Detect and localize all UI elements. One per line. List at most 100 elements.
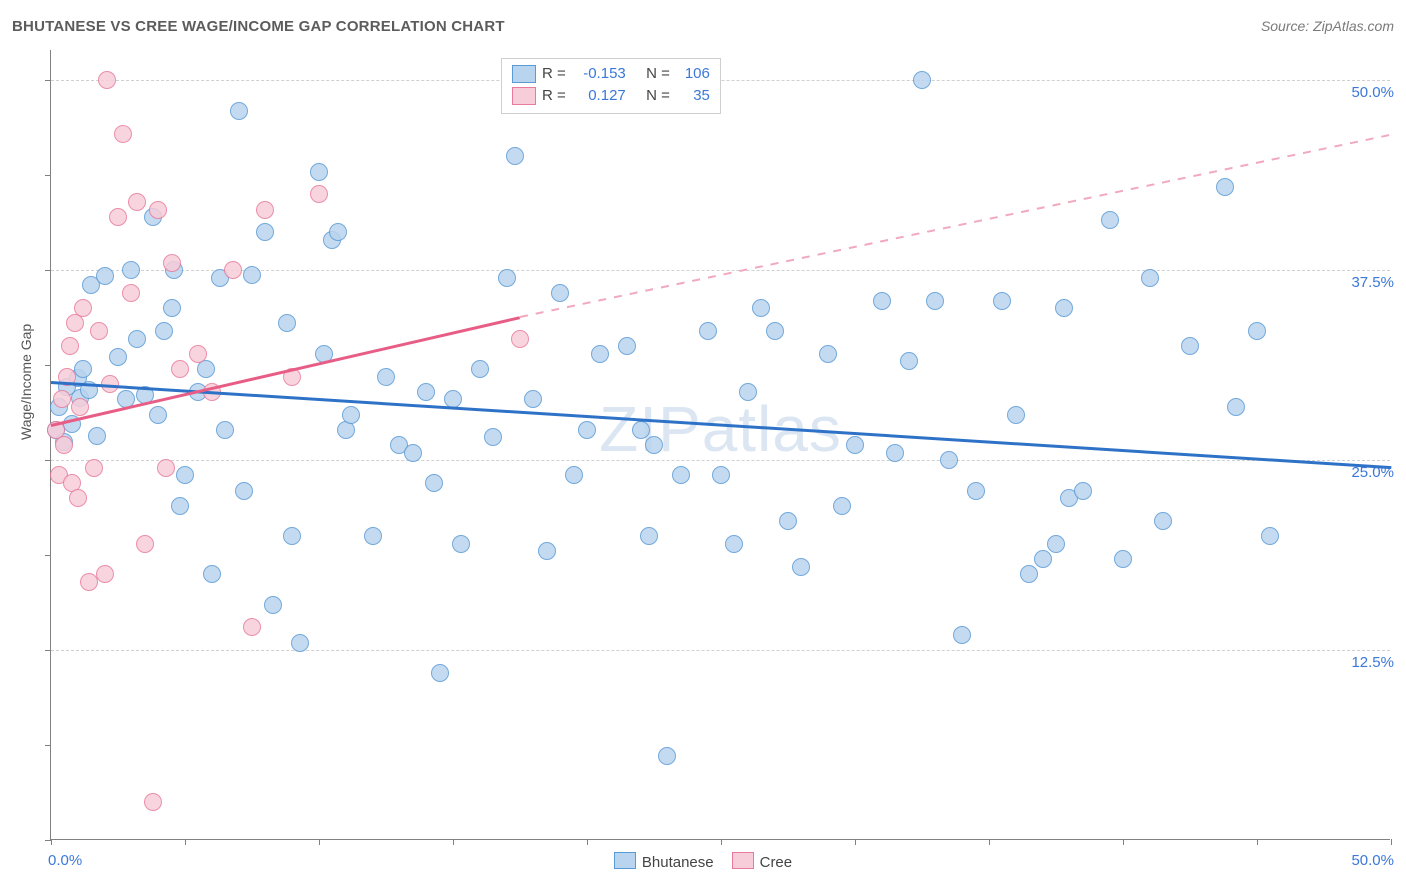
point-cree [74, 299, 92, 317]
point-bhutanese [342, 406, 360, 424]
point-bhutanese [900, 352, 918, 370]
x-tick [185, 839, 186, 845]
point-bhutanese [833, 497, 851, 515]
point-bhutanese [578, 421, 596, 439]
point-bhutanese [993, 292, 1011, 310]
point-bhutanese [1074, 482, 1092, 500]
point-bhutanese [640, 527, 658, 545]
point-bhutanese [846, 436, 864, 454]
point-cree [122, 284, 140, 302]
point-bhutanese [128, 330, 146, 348]
point-bhutanese [953, 626, 971, 644]
point-cree [90, 322, 108, 340]
n-value-cree: 35 [676, 85, 710, 107]
point-bhutanese [1114, 550, 1132, 568]
gridline [51, 460, 1390, 461]
point-bhutanese [283, 527, 301, 545]
legend-item-cree: Cree [732, 852, 793, 871]
legend-item-bhutanese: Bhutanese [614, 852, 714, 871]
point-cree [171, 360, 189, 378]
point-bhutanese [471, 360, 489, 378]
x-tick [319, 839, 320, 845]
y-tick [45, 80, 51, 81]
point-bhutanese [618, 337, 636, 355]
r-value-cree: 0.127 [572, 85, 626, 107]
point-cree [96, 565, 114, 583]
legend-row-bhutanese: R = -0.153 N = 106 [512, 63, 710, 85]
chart-source: Source: ZipAtlas.com [1261, 18, 1394, 34]
point-cree [511, 330, 529, 348]
point-bhutanese [122, 261, 140, 279]
point-bhutanese [1216, 178, 1234, 196]
point-bhutanese [1020, 565, 1038, 583]
y-tick-label: 50.0% [1351, 84, 1394, 101]
point-cree [71, 398, 89, 416]
point-cree [189, 345, 207, 363]
x-tick [1391, 839, 1392, 845]
x-tick [1123, 839, 1124, 845]
point-bhutanese [524, 390, 542, 408]
point-bhutanese [766, 322, 784, 340]
point-bhutanese [1007, 406, 1025, 424]
point-bhutanese [155, 322, 173, 340]
point-bhutanese [278, 314, 296, 332]
point-bhutanese [1248, 322, 1266, 340]
swatch-bhutanese-bottom [614, 852, 636, 869]
y-tick [45, 745, 51, 746]
point-cree [149, 201, 167, 219]
point-bhutanese [886, 444, 904, 462]
trend-line [51, 316, 521, 427]
point-bhutanese [484, 428, 502, 446]
point-bhutanese [1154, 512, 1172, 530]
point-cree [109, 208, 127, 226]
point-bhutanese [1034, 550, 1052, 568]
point-bhutanese [291, 634, 309, 652]
point-bhutanese [792, 558, 810, 576]
point-bhutanese [264, 596, 282, 614]
point-bhutanese [243, 266, 261, 284]
n-value-bhutanese: 106 [676, 63, 710, 85]
point-bhutanese [551, 284, 569, 302]
point-bhutanese [819, 345, 837, 363]
x-tick [51, 839, 52, 845]
point-cree [136, 535, 154, 553]
plot-area: ZIPatlas R = -0.153 N = 106 R = 0.127 N … [50, 50, 1390, 840]
point-bhutanese [752, 299, 770, 317]
point-bhutanese [171, 497, 189, 515]
y-tick [45, 460, 51, 461]
point-bhutanese [591, 345, 609, 363]
point-cree [310, 185, 328, 203]
point-bhutanese [940, 451, 958, 469]
legend-series: Bhutanese Cree [0, 852, 1406, 871]
point-bhutanese [645, 436, 663, 454]
point-bhutanese [235, 482, 253, 500]
point-cree [128, 193, 146, 211]
point-bhutanese [1055, 299, 1073, 317]
plot-wrap: ZIPatlas R = -0.153 N = 106 R = 0.127 N … [50, 50, 1390, 840]
point-bhutanese [506, 147, 524, 165]
y-axis-label: Wage/Income Gap [18, 324, 34, 440]
point-cree [69, 489, 87, 507]
swatch-cree-bottom [732, 852, 754, 869]
point-bhutanese [739, 383, 757, 401]
point-bhutanese [425, 474, 443, 492]
x-tick [989, 839, 990, 845]
point-bhutanese [712, 466, 730, 484]
point-bhutanese [779, 512, 797, 530]
point-bhutanese [310, 163, 328, 181]
point-bhutanese [203, 565, 221, 583]
y-tick [45, 175, 51, 176]
point-bhutanese [565, 466, 583, 484]
y-tick [45, 650, 51, 651]
trend-line [520, 134, 1391, 318]
chart-title: BHUTANESE VS CREE WAGE/INCOME GAP CORREL… [12, 18, 505, 35]
y-tick-label: 37.5% [1351, 274, 1394, 291]
y-tick [45, 365, 51, 366]
point-bhutanese [216, 421, 234, 439]
point-bhutanese [404, 444, 422, 462]
legend-row-cree: R = 0.127 N = 35 [512, 85, 710, 107]
point-bhutanese [926, 292, 944, 310]
swatch-cree [512, 87, 536, 105]
point-bhutanese [498, 269, 516, 287]
point-bhutanese [913, 71, 931, 89]
